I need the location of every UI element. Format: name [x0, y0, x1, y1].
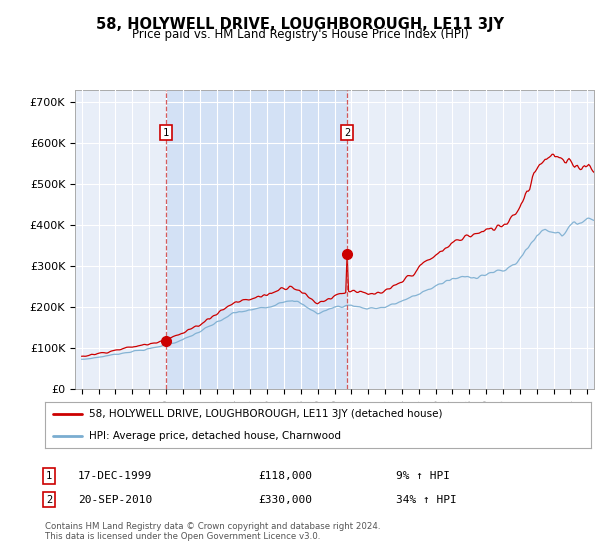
Text: 1: 1 [46, 471, 52, 481]
Text: 9% ↑ HPI: 9% ↑ HPI [396, 471, 450, 481]
Bar [166, 90, 347, 389]
Text: 58, HOLYWELL DRIVE, LOUGHBOROUGH, LE11 3JY (detached house): 58, HOLYWELL DRIVE, LOUGHBOROUGH, LE11 3… [89, 409, 442, 419]
Text: HPI: Average price, detached house, Charnwood: HPI: Average price, detached house, Char… [89, 431, 341, 441]
Text: £330,000: £330,000 [258, 494, 312, 505]
Text: 2: 2 [46, 494, 52, 505]
Text: 34% ↑ HPI: 34% ↑ HPI [396, 494, 457, 505]
Text: £118,000: £118,000 [258, 471, 312, 481]
Text: 58, HOLYWELL DRIVE, LOUGHBOROUGH, LE11 3JY: 58, HOLYWELL DRIVE, LOUGHBOROUGH, LE11 3… [96, 17, 504, 32]
Text: 2: 2 [344, 128, 350, 138]
Text: 20-SEP-2010: 20-SEP-2010 [78, 494, 152, 505]
Text: Price paid vs. HM Land Registry's House Price Index (HPI): Price paid vs. HM Land Registry's House … [131, 28, 469, 41]
Text: 17-DEC-1999: 17-DEC-1999 [78, 471, 152, 481]
Text: Contains HM Land Registry data © Crown copyright and database right 2024.
This d: Contains HM Land Registry data © Crown c… [45, 522, 380, 542]
Text: 1: 1 [163, 128, 169, 138]
